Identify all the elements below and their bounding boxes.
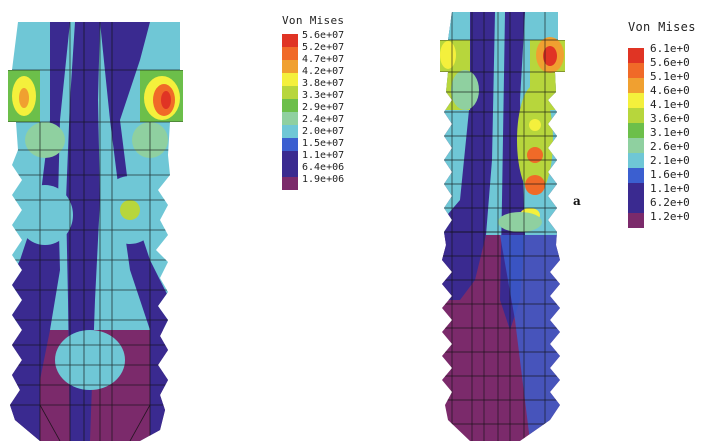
legend-label: 3.8e+07: [302, 78, 345, 89]
legend-swatch: [628, 78, 644, 93]
legend-swatch: [282, 73, 298, 86]
right-color-legend: 6.1e+0 5.6e+0 5.1e+0 4.6e+0 4.1e+0 3.6e+…: [628, 43, 720, 238]
legend-swatch: [628, 183, 644, 198]
legend-swatch: [628, 213, 644, 228]
left-color-legend: 5.6e+07 5.2e+07 4.7e+07 4.2e+07 3.8e+07 …: [282, 30, 382, 204]
legend-label: 4.7e+07: [302, 54, 345, 65]
legend-label: 1.9e+06: [302, 174, 345, 185]
legend-label: 3.1e+0: [650, 126, 690, 139]
legend-swatch: [282, 151, 298, 164]
legend-swatch: [628, 48, 644, 63]
legend-label: 6.2e+0: [650, 196, 690, 209]
legend-label: 6.4e+06: [302, 162, 345, 173]
legend-swatch: [282, 177, 298, 190]
legend-label: 4.1e+0: [650, 98, 690, 111]
legend-label: 5.2e+07: [302, 42, 345, 53]
right-legend-title: Von Mises: [628, 20, 696, 34]
figure-letter-label: a: [573, 194, 581, 208]
legend-swatch: [282, 125, 298, 138]
legend-label: 2.4e+07: [302, 114, 345, 125]
legend-swatch: [628, 123, 644, 138]
legend-swatch: [282, 86, 298, 99]
legend-label: 1.1e+07: [302, 150, 345, 161]
legend-label: 5.6e+07: [302, 30, 345, 41]
legend-swatch: [628, 198, 644, 213]
legend-label: 1.2e+0: [650, 210, 690, 223]
legend-label: 3.6e+0: [650, 112, 690, 125]
left-legend-title: Von Mises: [282, 14, 345, 27]
legend-label: 2.1e+0: [650, 154, 690, 167]
legend-label: 1.6e+0: [650, 168, 690, 181]
legend-swatch: [628, 108, 644, 123]
legend-swatch: [628, 138, 644, 153]
legend-swatch: [628, 168, 644, 183]
legend-swatch: [282, 34, 298, 47]
legend-swatch: [282, 164, 298, 177]
legend-swatch: [282, 47, 298, 60]
legend-label: 2.9e+07: [302, 102, 345, 113]
right-implant-stress-map: [440, 12, 565, 441]
left-implant-stress-map: [8, 22, 183, 441]
legend-label: 2.0e+07: [302, 126, 345, 137]
legend-swatch: [282, 60, 298, 73]
legend-label: 4.6e+0: [650, 84, 690, 97]
legend-swatch: [628, 153, 644, 168]
legend-swatch: [282, 99, 298, 112]
legend-label: 2.6e+0: [650, 140, 690, 153]
legend-label: 1.5e+07: [302, 138, 345, 149]
legend-swatch: [628, 63, 644, 78]
legend-swatch: [628, 93, 644, 108]
legend-label: 4.2e+07: [302, 66, 345, 77]
legend-label: 6.1e+0: [650, 42, 690, 55]
legend-swatch: [282, 112, 298, 125]
legend-label: 5.6e+0: [650, 56, 690, 69]
legend-label: 1.1e+0: [650, 182, 690, 195]
legend-swatch: [282, 138, 298, 151]
legend-label: 3.3e+07: [302, 90, 345, 101]
legend-label: 5.1e+0: [650, 70, 690, 83]
